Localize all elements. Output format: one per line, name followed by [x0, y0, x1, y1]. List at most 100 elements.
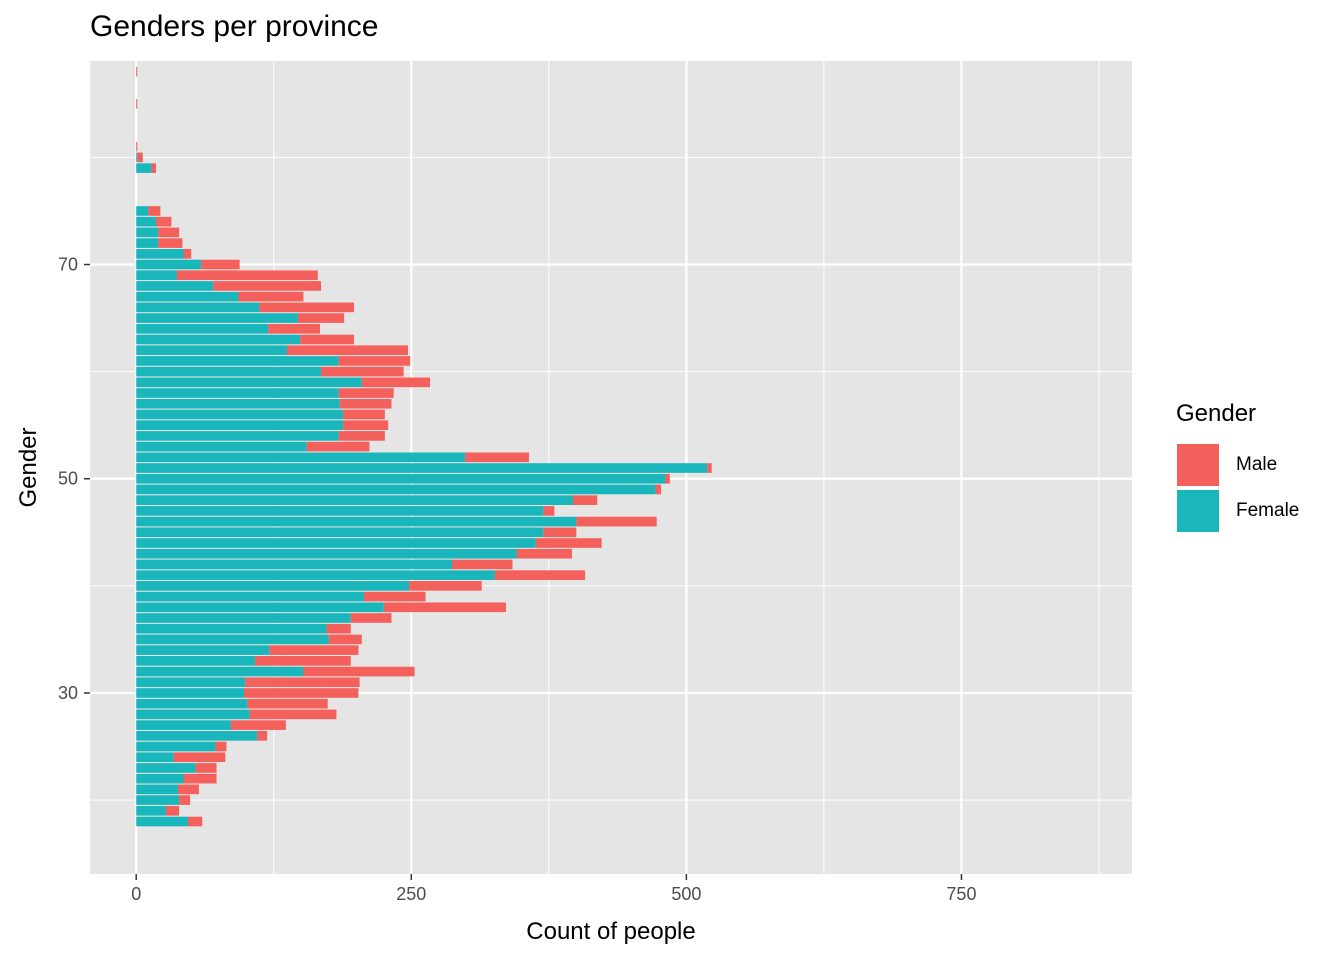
bar-male — [303, 666, 415, 677]
bar-female — [136, 816, 188, 827]
bar-male — [183, 773, 217, 784]
bar-male — [247, 698, 328, 709]
bar-male — [269, 645, 359, 655]
bar-female — [136, 559, 453, 570]
bar-male — [238, 291, 304, 302]
bar-female — [136, 259, 202, 270]
bar-female — [136, 366, 322, 377]
bar-male — [338, 431, 385, 441]
bar-male — [136, 66, 138, 77]
bar-female — [136, 720, 231, 730]
bar-female — [136, 152, 138, 163]
bar-female — [136, 506, 544, 516]
x-tick-label: 750 — [946, 884, 976, 904]
legend-item-female: Female — [1176, 488, 1299, 534]
bar-male — [321, 366, 404, 377]
bar-female — [136, 784, 179, 795]
bar-male — [326, 623, 351, 634]
bar-male — [176, 270, 318, 281]
bar-male — [494, 570, 586, 580]
bar-female — [136, 452, 466, 463]
bar-female — [136, 238, 159, 248]
legend-item-male: Male — [1176, 442, 1299, 488]
bar-male — [297, 313, 345, 323]
legend-title: Gender — [1176, 400, 1257, 427]
bar-male — [306, 441, 370, 452]
bar-male — [201, 259, 240, 270]
bar-female — [136, 473, 666, 484]
bar-male — [543, 506, 555, 516]
bar-male — [148, 206, 161, 216]
bar-male — [230, 720, 286, 730]
y-tick-label: 50 — [58, 469, 78, 489]
bar-male — [156, 216, 172, 227]
bar-male — [452, 559, 513, 570]
legend-key-female — [1176, 489, 1220, 533]
bar-male — [151, 163, 157, 173]
bar-male — [158, 238, 183, 248]
bar-male — [300, 334, 355, 345]
bar-female — [136, 227, 159, 238]
bar-male — [576, 516, 657, 527]
bar-female — [136, 666, 304, 677]
bar-female — [136, 313, 298, 323]
bar-male — [707, 463, 712, 473]
legend-label-male: Male — [1236, 454, 1278, 475]
bar-female — [136, 377, 362, 388]
bar-male — [213, 281, 322, 291]
bar-female — [136, 345, 287, 356]
y-tick-label: 30 — [58, 683, 78, 703]
y-tick-label: 70 — [58, 255, 78, 275]
bar-layer — [136, 66, 712, 827]
bar-male — [259, 302, 355, 313]
bar-male — [244, 688, 359, 698]
bar-male — [136, 99, 138, 109]
bar-male — [195, 763, 217, 773]
bar-male — [409, 581, 482, 591]
bar-male — [136, 141, 138, 152]
bar-female — [136, 527, 544, 538]
bar-male — [535, 538, 602, 548]
bar-male — [268, 323, 320, 334]
bar-female — [136, 248, 184, 259]
bar-female — [136, 516, 577, 527]
bar-female — [136, 805, 166, 816]
bar-male — [158, 227, 180, 238]
bar-male — [343, 409, 385, 420]
bar-female — [136, 709, 250, 720]
bar-female — [136, 216, 157, 227]
bar-male — [255, 656, 351, 666]
axis-layer: 0 250 500 750 30 50 70 — [58, 255, 977, 904]
bar-male — [165, 805, 180, 816]
bar-female — [136, 291, 239, 302]
bar-male — [543, 527, 577, 538]
bar-male — [573, 495, 598, 505]
bar-male — [178, 784, 199, 795]
x-tick-label: 250 — [396, 884, 426, 904]
bar-male — [338, 356, 411, 366]
bar-male — [363, 591, 426, 602]
bar-male — [187, 816, 203, 827]
bar-female — [136, 741, 216, 752]
bar-female — [136, 281, 214, 291]
bar-male — [655, 484, 662, 495]
bar-female — [136, 398, 340, 409]
bar-female — [136, 206, 149, 216]
bar-female — [136, 656, 256, 666]
bar-male — [215, 741, 227, 752]
bar-female — [136, 763, 196, 773]
bar-male — [338, 388, 394, 398]
bar-male — [179, 795, 191, 805]
legend: Gender Male Female — [1176, 400, 1299, 534]
bar-female — [136, 334, 301, 345]
bar-female — [136, 484, 656, 495]
bar-female — [136, 623, 327, 634]
bar-female — [136, 634, 329, 645]
bar-female — [136, 420, 344, 431]
bar-female — [136, 688, 245, 698]
bar-female — [136, 677, 246, 688]
bar-female — [136, 613, 351, 623]
x-tick-label: 500 — [671, 884, 701, 904]
bar-female — [136, 463, 708, 473]
